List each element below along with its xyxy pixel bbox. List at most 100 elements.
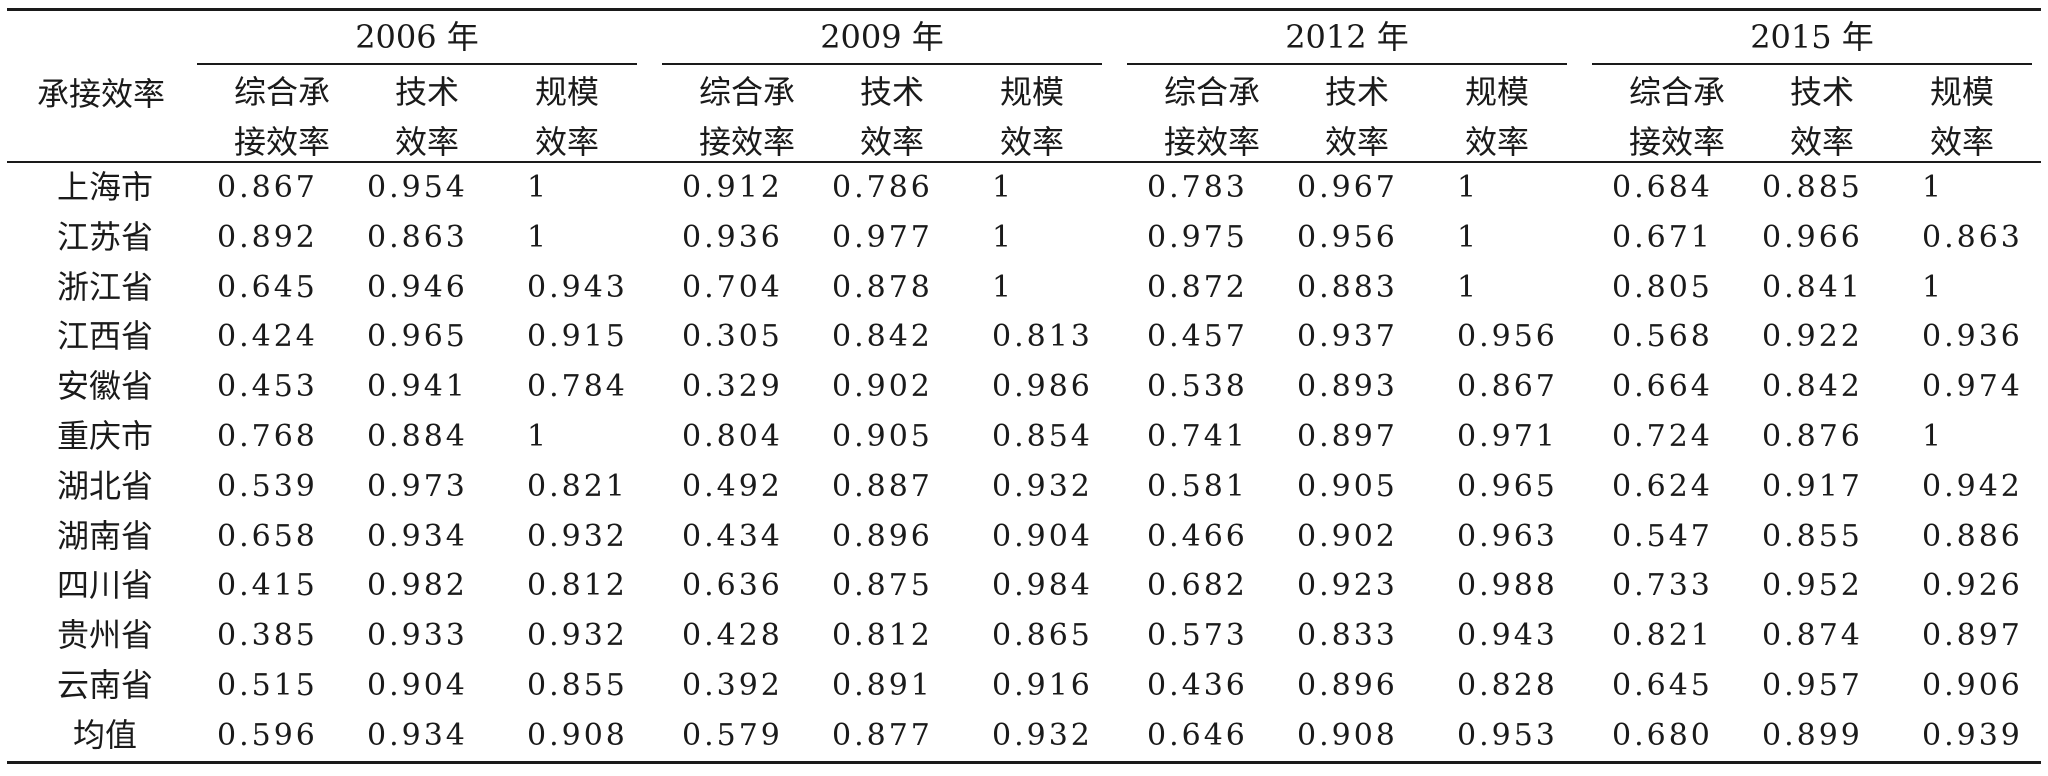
table-cell: 0.783	[1147, 170, 1248, 205]
header-bottom-rule	[7, 161, 2041, 163]
sub-header-line1: 规模	[1464, 73, 1529, 111]
table-cell: 0.428	[682, 618, 783, 654]
table-cell: 1	[527, 418, 550, 454]
table-cell: 0.965	[1457, 468, 1558, 504]
year-group-rule	[1592, 63, 2032, 65]
table-cell: 0.671	[1612, 219, 1713, 255]
table-cell: 0.896	[832, 518, 933, 554]
table-cell: 1	[992, 269, 1015, 305]
table-row: 云南省 0.515 0.904 0.855 0.392 0.891 0.916 0.436 0.…	[7, 661, 2041, 711]
table-cell: 0.385	[217, 618, 318, 654]
table-cell: 0.906	[1922, 667, 2023, 703]
table-cell: 0.877	[832, 717, 933, 753]
table-cell: 0.916	[992, 667, 1093, 703]
table-cell: 0.954	[367, 170, 468, 205]
table-cell: 0.329	[682, 369, 783, 405]
sub-header-line2: 效率	[1929, 123, 1994, 161]
table-cell: 0.883	[1297, 269, 1398, 305]
table-row: 上海市 0.867 0.954 1 0.912 0.786 1 0.783 0.967 1 0.68…	[7, 163, 2041, 213]
table-cell: 0.905	[832, 418, 933, 454]
table-row: 四川省 0.415 0.982 0.812 0.636 0.875 0.984 0.682 0.…	[7, 561, 2041, 611]
table-cell: 0.885	[1762, 170, 1863, 205]
sub-header-line2: 效率	[534, 123, 599, 161]
table-cell: 0.538	[1147, 369, 1248, 405]
table-cell: 0.680	[1612, 717, 1713, 753]
sub-header-line2: 效率	[1464, 123, 1529, 161]
table-cell: 0.813	[992, 319, 1093, 355]
table-cell: 0.956	[1457, 319, 1558, 355]
table-cell: 0.434	[682, 518, 783, 554]
table-cell: 0.899	[1762, 717, 1863, 753]
table-cell: 0.865	[992, 618, 1093, 654]
table-cell: 0.664	[1612, 369, 1713, 405]
table-cell: 0.415	[217, 568, 318, 604]
table-cell: 0.932	[527, 518, 628, 554]
table-row: 均值 0.596 0.934 0.908 0.579 0.877 0.932 0.646 0.9…	[7, 711, 2041, 761]
table-cell: 0.934	[367, 518, 468, 554]
table-cell: 0.908	[527, 717, 628, 753]
sub-column-header: 规模 效率	[1432, 67, 1562, 167]
sub-column-header: 综合承 接效率	[1147, 67, 1277, 167]
table-cell: 0.912	[682, 170, 783, 205]
table-row: 安徽省 0.453 0.941 0.784 0.329 0.902 0.986 0.538 0.…	[7, 362, 2041, 412]
table-cell: 0.908	[1297, 717, 1398, 753]
table-cell: 0.952	[1762, 568, 1863, 604]
table-cell: 0.684	[1612, 170, 1713, 205]
table-cell: 0.784	[527, 369, 628, 405]
table-cell: 0.568	[1612, 319, 1713, 355]
table-cell: 0.457	[1147, 319, 1248, 355]
row-label: 安徽省	[56, 367, 153, 406]
table-cell: 0.926	[1922, 568, 2023, 604]
table-cell: 0.891	[832, 667, 933, 703]
table-cell: 0.946	[367, 269, 468, 305]
table-cell: 0.842	[1762, 369, 1863, 405]
table-cell: 0.466	[1147, 518, 1248, 554]
table-cell: 0.902	[832, 369, 933, 405]
year-group-rule	[1127, 63, 1567, 65]
table-cell: 0.933	[367, 618, 468, 654]
table-cell: 0.971	[1457, 418, 1558, 454]
table-cell: 0.936	[682, 219, 783, 255]
table-cell: 0.581	[1147, 468, 1248, 504]
table-cell: 0.941	[367, 369, 468, 405]
table-cell: 0.922	[1762, 319, 1863, 355]
table-cell: 0.547	[1612, 518, 1713, 554]
sub-header-line2: 接效率	[1628, 123, 1725, 161]
sub-column-header: 规模 效率	[502, 67, 632, 167]
table-cell: 0.986	[992, 369, 1093, 405]
sub-header-line2: 效率	[394, 123, 459, 161]
sub-header-line1: 规模	[1929, 73, 1994, 111]
table-cell: 0.453	[217, 369, 318, 405]
table-cell: 0.915	[527, 319, 628, 355]
table-cell: 0.923	[1297, 568, 1398, 604]
table-cell: 1	[527, 170, 550, 205]
sub-column-header: 规模 效率	[967, 67, 1097, 167]
sub-column-header: 综合承 接效率	[1612, 67, 1742, 167]
table-row: 浙江省 0.645 0.946 0.943 0.704 0.878 1 0.872 0.883 1…	[7, 263, 2041, 313]
table-cell: 1	[1922, 170, 1945, 205]
table-cell: 0.936	[1922, 319, 2023, 355]
sub-header-line1: 综合承	[233, 73, 330, 111]
table-cell: 0.878	[832, 269, 933, 305]
table-cell: 0.741	[1147, 418, 1248, 454]
table-cell: 0.988	[1457, 568, 1558, 604]
table-cell: 1	[992, 170, 1015, 205]
table-cell: 0.875	[832, 568, 933, 604]
row-label: 上海市	[56, 168, 153, 206]
table-cell: 0.492	[682, 468, 783, 504]
table-cell: 0.897	[1922, 618, 2023, 654]
table-cell: 0.967	[1297, 170, 1398, 205]
table-cell: 0.579	[682, 717, 783, 753]
table-cell: 0.957	[1762, 667, 1863, 703]
sub-header-line2: 效率	[859, 123, 924, 161]
sub-header-line1: 技术	[859, 73, 924, 111]
row-label: 贵州省	[56, 616, 153, 655]
table-cell: 1	[992, 219, 1015, 255]
table-cell: 0.974	[1922, 369, 2023, 405]
sub-header-line2: 接效率	[1163, 123, 1260, 161]
table-cell: 1	[527, 219, 550, 255]
table-cell: 0.833	[1297, 618, 1398, 654]
table-cell: 0.645	[1612, 667, 1713, 703]
table-cell: 1	[1457, 219, 1480, 255]
table-cell: 0.596	[217, 717, 318, 753]
